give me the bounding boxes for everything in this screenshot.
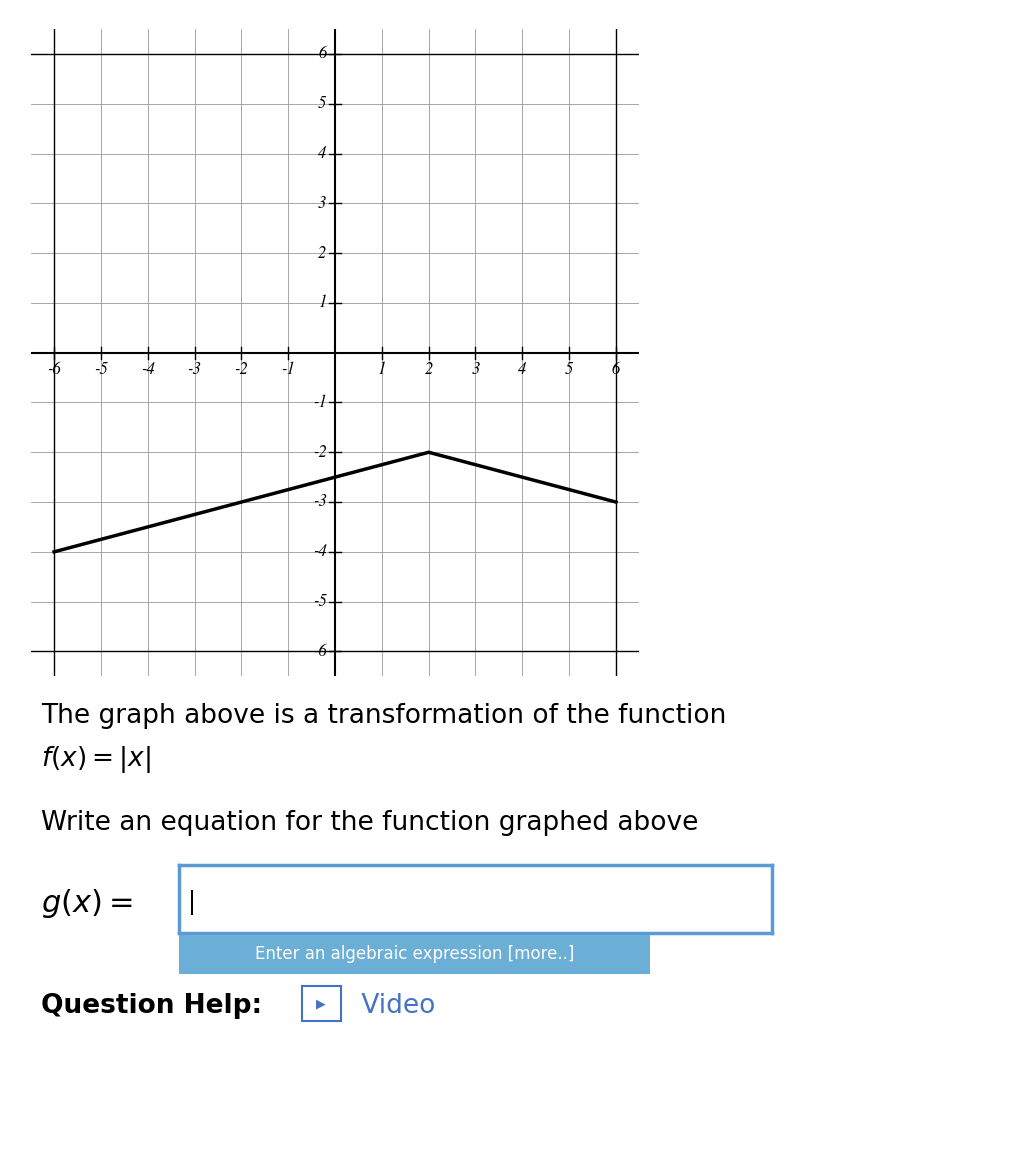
Text: 3: 3 <box>318 195 326 212</box>
Text: 2: 2 <box>425 361 433 379</box>
Text: 3: 3 <box>472 361 480 379</box>
Text: ▶: ▶ <box>316 997 326 1011</box>
Text: 5: 5 <box>565 361 573 379</box>
Text: |: | <box>188 890 196 915</box>
Text: -6: -6 <box>313 642 326 660</box>
Text: -5: -5 <box>313 593 326 610</box>
Text: 5: 5 <box>318 96 326 112</box>
Text: Write an equation for the function graphed above: Write an equation for the function graph… <box>41 810 699 836</box>
Text: -5: -5 <box>94 361 107 379</box>
Text: Video: Video <box>353 993 436 1019</box>
Text: 4: 4 <box>318 146 326 162</box>
Text: $g(x) =$: $g(x) =$ <box>41 887 132 920</box>
Text: -2: -2 <box>234 361 249 379</box>
Text: -4: -4 <box>313 543 326 560</box>
Text: 1: 1 <box>318 295 326 311</box>
Text: -3: -3 <box>187 361 202 379</box>
Text: -6: -6 <box>47 361 61 379</box>
Text: -1: -1 <box>281 361 296 379</box>
Text: 6: 6 <box>318 45 326 63</box>
Text: 4: 4 <box>518 361 527 379</box>
Text: 6: 6 <box>612 361 620 379</box>
Text: $f(x) = |x|$: $f(x) = |x|$ <box>41 744 150 775</box>
Text: 2: 2 <box>318 245 326 261</box>
Text: -3: -3 <box>313 493 326 511</box>
Text: Enter an algebraic expression [more..]: Enter an algebraic expression [more..] <box>255 946 574 963</box>
Text: The graph above is a transformation of the function: The graph above is a transformation of t… <box>41 703 726 729</box>
Text: -4: -4 <box>141 361 154 379</box>
Text: -2: -2 <box>313 444 326 461</box>
Text: 1: 1 <box>377 361 386 379</box>
Text: Question Help:: Question Help: <box>41 993 262 1019</box>
Text: -1: -1 <box>313 394 326 410</box>
